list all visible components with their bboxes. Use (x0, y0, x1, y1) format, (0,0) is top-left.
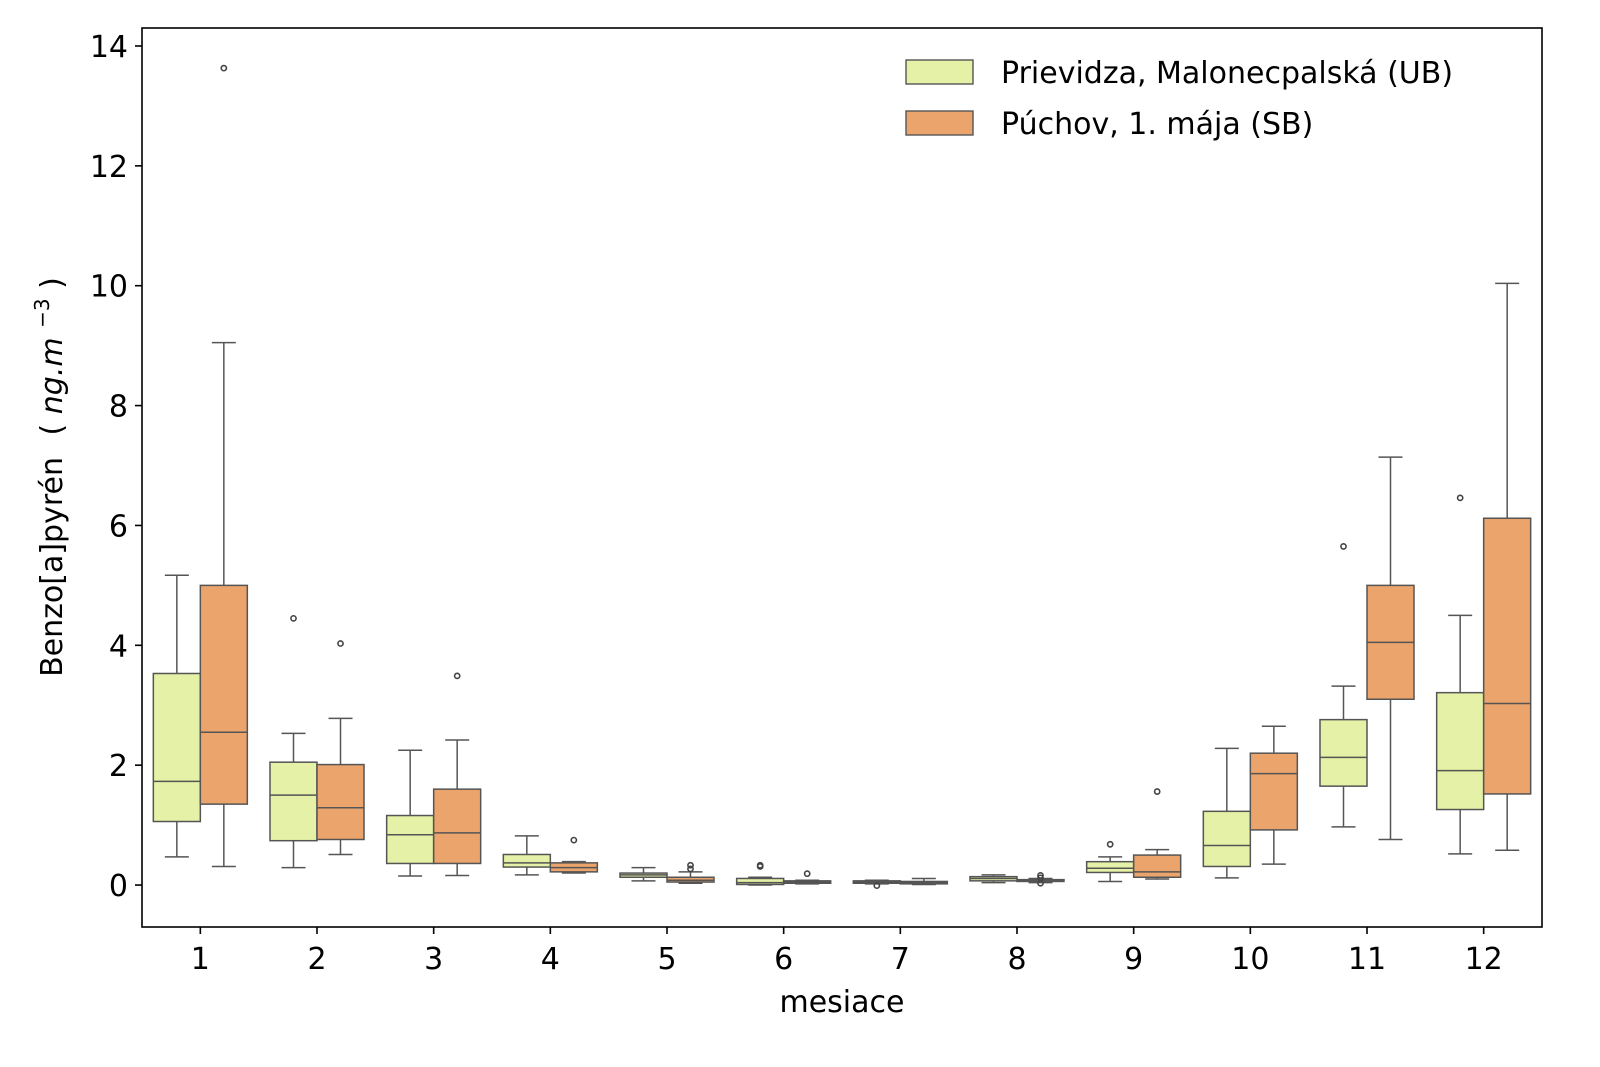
box-iqr (1435, 691, 1485, 811)
outlier-point (873, 882, 881, 890)
box-s1-m2 (316, 640, 365, 856)
outlier-point (290, 614, 297, 622)
box-s1-m4 (549, 836, 599, 874)
y-axis-label-unit-open: ( (35, 424, 70, 436)
y-axis-label-unit: ng.m (35, 337, 70, 414)
y-tick-label: 14 (90, 30, 128, 65)
outlier-point (1340, 543, 1347, 550)
outlier-point (1037, 872, 1044, 879)
box-s0-m8 (969, 874, 1018, 884)
box-s1-m10 (1249, 725, 1299, 865)
box-s0-m1 (152, 574, 202, 858)
outlier-point (337, 640, 344, 647)
box-iqr (1202, 810, 1252, 868)
box-iqr (432, 788, 482, 865)
y-axis-label: Benzo[a]pyrén ( ng.m −3 ) (22, 277, 70, 677)
x-tick-label: 8 (1007, 942, 1026, 977)
outlier-point (687, 865, 694, 873)
x-tick-label: 12 (1465, 942, 1503, 977)
box-s0-m10 (1202, 747, 1252, 879)
box-iqr (1319, 718, 1368, 787)
box-iqr (1132, 854, 1182, 879)
y-axis-label-unit-close: ) (35, 277, 70, 289)
outlier-point (1106, 840, 1114, 848)
box-iqr (316, 763, 365, 841)
legend-swatch-prievidza (905, 59, 974, 85)
x-axis-label: mesiace (780, 985, 905, 1020)
box-iqr (1482, 517, 1532, 795)
legend: Prievidza, Malonecpalská (UB) Púchov, 1.… (905, 56, 1453, 142)
x-tick-label: 4 (541, 942, 560, 977)
box-s0-m5 (619, 866, 668, 882)
box-iqr (735, 877, 785, 886)
box-iqr (152, 672, 202, 823)
y-axis-label-unit-exponent: −3 (30, 298, 54, 327)
x-tick-label: 1 (191, 942, 210, 977)
outlier-point (756, 861, 764, 869)
box-s1-m3 (432, 672, 482, 877)
y-tick-label: 10 (90, 270, 128, 305)
legend-swatch-puchov (905, 110, 974, 136)
outlier-point (570, 836, 578, 844)
x-tick-label: 3 (424, 942, 443, 977)
box-s0-m11 (1319, 543, 1368, 828)
x-tick-label: 10 (1231, 942, 1269, 977)
y-tick-label: 12 (90, 150, 128, 185)
y-tick-label: 0 (109, 869, 128, 904)
outlier-point (220, 64, 228, 72)
y-tick-label: 8 (109, 390, 128, 425)
outlier-point (1037, 879, 1044, 887)
x-tick-label: 9 (1124, 942, 1143, 977)
outlier-point (803, 870, 811, 878)
box-s0-m3 (385, 749, 435, 877)
box-s0-m12 (1435, 494, 1485, 855)
y-axis-label-main: Benzo[a]pyrén (35, 457, 70, 677)
box-s0-m2 (269, 614, 318, 869)
box-s1-m9 (1132, 788, 1182, 880)
box-iqr (502, 853, 552, 868)
box-iqr (385, 814, 435, 865)
box-s1-m6 (782, 870, 832, 885)
y-axis: 0 2 4 6 8 10 12 14 (90, 30, 142, 904)
outlier-point (1153, 788, 1161, 795)
x-tick-label: 11 (1348, 942, 1386, 977)
outlier-point (687, 861, 694, 869)
plot-content (152, 64, 1532, 890)
box-s0-m6 (735, 861, 785, 886)
box-s0-m9 (1085, 840, 1135, 883)
y-tick-label: 6 (109, 509, 128, 544)
x-axis: 1 2 3 4 5 6 7 8 9 10 11 12 (191, 927, 1503, 977)
x-tick-label: 6 (774, 942, 793, 977)
y-tick-label: 4 (109, 629, 128, 664)
outlier-point (453, 672, 461, 680)
legend-label-prievidza: Prievidza, Malonecpalská (UB) (1001, 56, 1453, 91)
box-s1-m7 (899, 877, 949, 886)
box-s0-m7 (852, 879, 902, 890)
box-s1-m12 (1482, 282, 1532, 852)
box-s0-m4 (502, 835, 552, 876)
outlier-point (1456, 494, 1464, 502)
box-s1-m11 (1366, 456, 1415, 841)
box-s1-m8 (1016, 872, 1065, 887)
box-iqr (1249, 752, 1299, 831)
box-s1-m1 (199, 64, 249, 868)
box-iqr (1085, 860, 1135, 874)
box-iqr (199, 584, 249, 805)
box-iqr (269, 761, 318, 842)
x-tick-label: 2 (307, 942, 326, 977)
legend-label-puchov: Púchov, 1. mája (SB) (1001, 107, 1313, 142)
plot-frame (141, 27, 1543, 928)
y-tick-label: 2 (109, 749, 128, 784)
box-s1-m5 (666, 861, 715, 884)
x-tick-label: 7 (891, 942, 910, 977)
x-tick-label: 5 (657, 942, 676, 977)
